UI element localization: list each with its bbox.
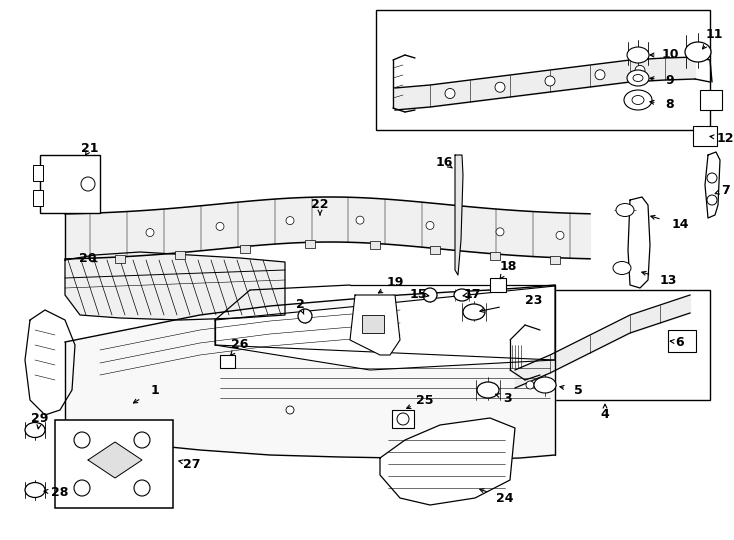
Polygon shape — [380, 418, 515, 505]
Circle shape — [545, 76, 555, 86]
Circle shape — [595, 70, 605, 80]
Text: 8: 8 — [666, 98, 675, 111]
Bar — [33, 190, 43, 206]
Circle shape — [423, 288, 437, 302]
Circle shape — [216, 222, 224, 231]
Text: 20: 20 — [79, 252, 97, 265]
Bar — [693, 126, 717, 146]
Text: 4: 4 — [600, 408, 609, 422]
Circle shape — [134, 432, 150, 448]
Bar — [376, 10, 710, 130]
Circle shape — [526, 381, 534, 389]
Text: 26: 26 — [231, 339, 249, 352]
Circle shape — [286, 217, 294, 225]
Text: 16: 16 — [435, 156, 453, 168]
Polygon shape — [65, 252, 285, 320]
Bar — [430, 246, 440, 254]
Ellipse shape — [25, 483, 45, 497]
Text: 22: 22 — [311, 199, 329, 212]
Circle shape — [134, 480, 150, 496]
Circle shape — [286, 406, 294, 414]
Text: 13: 13 — [659, 273, 677, 287]
Polygon shape — [628, 197, 650, 288]
Circle shape — [495, 82, 505, 92]
Text: 29: 29 — [32, 411, 48, 424]
Bar — [490, 252, 500, 260]
Text: 14: 14 — [672, 219, 688, 232]
Circle shape — [707, 195, 717, 205]
Text: 12: 12 — [716, 132, 734, 145]
Bar — [500, 290, 710, 400]
Circle shape — [81, 177, 95, 191]
Bar — [40, 155, 100, 213]
Circle shape — [426, 221, 434, 229]
Ellipse shape — [477, 382, 499, 398]
Text: 15: 15 — [410, 287, 426, 300]
Ellipse shape — [463, 304, 485, 320]
Polygon shape — [705, 152, 720, 218]
Polygon shape — [88, 442, 142, 478]
Polygon shape — [455, 155, 463, 275]
Circle shape — [74, 432, 90, 448]
Bar — [305, 240, 315, 248]
Bar — [240, 245, 250, 253]
Text: 7: 7 — [721, 184, 730, 197]
Text: 23: 23 — [526, 294, 542, 307]
Text: 3: 3 — [503, 392, 512, 404]
Text: 21: 21 — [81, 141, 99, 154]
Text: 2: 2 — [296, 299, 305, 312]
Bar — [175, 251, 185, 259]
Text: 9: 9 — [666, 73, 675, 86]
Circle shape — [74, 480, 90, 496]
Bar — [362, 315, 384, 333]
Circle shape — [707, 173, 717, 183]
Text: 17: 17 — [463, 287, 481, 300]
Circle shape — [146, 228, 154, 237]
Bar — [392, 410, 414, 428]
Bar — [490, 278, 506, 292]
Text: 18: 18 — [499, 260, 517, 273]
Bar — [220, 355, 235, 368]
Ellipse shape — [632, 96, 644, 105]
Text: 11: 11 — [705, 29, 723, 42]
Polygon shape — [25, 310, 75, 415]
Bar — [115, 255, 125, 263]
Ellipse shape — [627, 47, 649, 63]
Circle shape — [397, 413, 409, 425]
Circle shape — [223, 358, 231, 366]
Text: 28: 28 — [51, 485, 69, 498]
Text: 27: 27 — [184, 457, 201, 470]
Ellipse shape — [685, 42, 711, 62]
Circle shape — [556, 231, 564, 239]
Circle shape — [635, 65, 645, 76]
Ellipse shape — [25, 422, 45, 437]
Circle shape — [356, 216, 364, 224]
Ellipse shape — [534, 377, 556, 393]
Ellipse shape — [616, 204, 634, 217]
Ellipse shape — [633, 75, 643, 82]
Polygon shape — [215, 286, 555, 370]
Ellipse shape — [627, 70, 649, 86]
Text: 19: 19 — [386, 276, 404, 289]
Text: 1: 1 — [150, 383, 159, 396]
Bar — [33, 165, 43, 181]
Text: 24: 24 — [496, 491, 514, 504]
Ellipse shape — [624, 90, 652, 110]
Bar — [668, 330, 696, 352]
Text: 5: 5 — [574, 383, 582, 396]
Polygon shape — [350, 295, 400, 355]
Text: 10: 10 — [661, 49, 679, 62]
Text: 25: 25 — [416, 394, 434, 407]
Bar — [370, 241, 380, 249]
Bar — [550, 255, 560, 264]
Ellipse shape — [454, 289, 470, 301]
Bar — [700, 90, 722, 110]
Circle shape — [298, 309, 312, 323]
Ellipse shape — [613, 261, 631, 274]
Circle shape — [445, 89, 455, 98]
Bar — [55, 420, 173, 508]
Circle shape — [496, 228, 504, 236]
Text: 6: 6 — [676, 335, 684, 348]
